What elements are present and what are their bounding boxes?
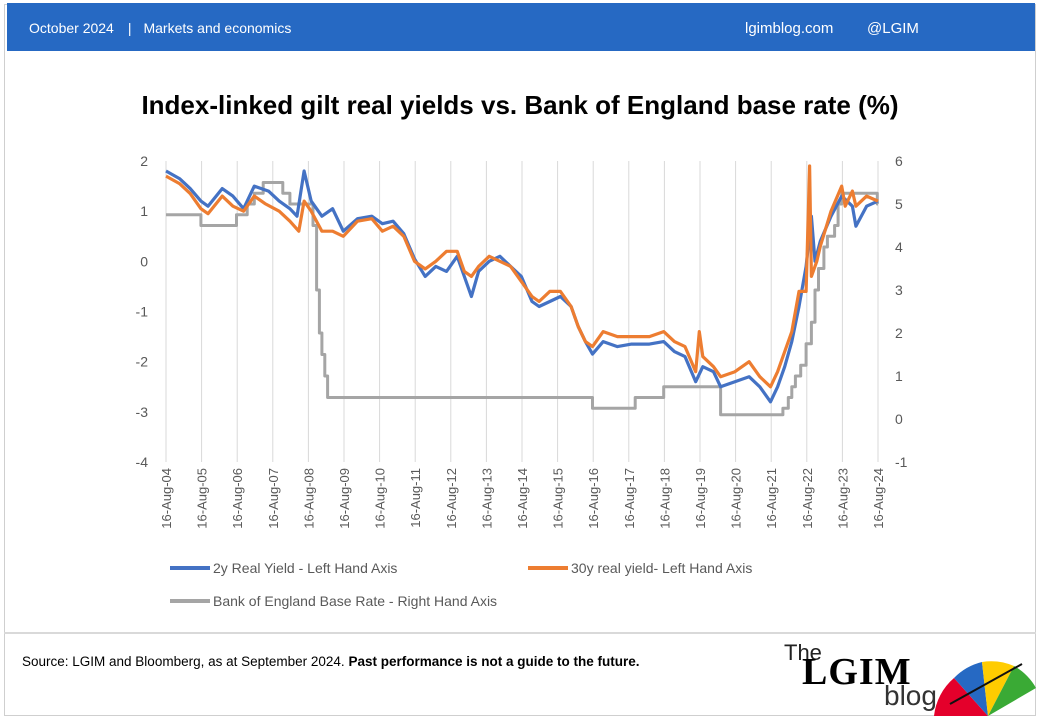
x-tick-label: 16-Aug-20 <box>729 468 744 529</box>
y-left-tick-label: 0 <box>140 253 148 269</box>
header-separator: | <box>127 20 132 36</box>
x-tick-label: 16-Aug-11 <box>408 468 423 528</box>
header-bar: October 2024 | Markets and economics lgimb… <box>7 3 1035 51</box>
logo-the: The <box>784 640 822 665</box>
y-right-tick-label: 4 <box>895 239 903 255</box>
disclaimer-text: Past performance is not a guide to the f… <box>348 654 640 669</box>
y-left-tick-label: -2 <box>136 354 149 370</box>
twitter-handle-link[interactable]: @LGIM <box>867 20 919 37</box>
chart-title: Index-linked gilt real yields vs. Bank o… <box>141 90 899 120</box>
x-tick-label: 16-Aug-21 <box>764 468 779 529</box>
legend-label: Bank of England Base Rate - Right Hand A… <box>213 593 497 609</box>
x-tick-label: 16-Aug-17 <box>622 468 637 529</box>
lgim-blog-logo[interactable]: The LGIM blog <box>780 636 1036 716</box>
y-right-tick-label: 3 <box>895 282 903 298</box>
x-tick-label: 16-Aug-22 <box>800 468 815 529</box>
x-tick-label: 16-Aug-19 <box>693 468 708 529</box>
y-left-tick-label: 1 <box>140 203 148 219</box>
y-left-tick-label: -3 <box>136 404 149 420</box>
series-line-3 <box>166 181 879 417</box>
x-tick-label: 16-Aug-15 <box>551 468 566 529</box>
x-tick-label: 16-Aug-06 <box>230 468 245 529</box>
series-line-1 <box>165 169 879 404</box>
x-tick-label: 16-Aug-09 <box>337 468 352 529</box>
legend-label: 30y real yield- Left Hand Axis <box>571 560 752 576</box>
x-tick-label: 16-Aug-18 <box>657 468 672 529</box>
y-right-tick-label: 1 <box>895 368 903 384</box>
x-tick-label: 16-Aug-04 <box>159 468 174 529</box>
x-tick-label: 16-Aug-05 <box>195 468 210 529</box>
footer-divider <box>4 632 1036 634</box>
y-left-tick-label: -1 <box>136 304 149 320</box>
y-right-tick-label: 6 <box>895 153 903 169</box>
y-right-tick-label: 0 <box>895 411 903 427</box>
x-tick-label: 16-Aug-10 <box>373 468 388 529</box>
y-right-tick-label: 5 <box>895 196 903 212</box>
source-note: Source: LGIM and Bloomberg, as at Septem… <box>22 654 640 669</box>
source-text: Source: LGIM and Bloomberg, as at Septem… <box>22 654 345 669</box>
header-date: October 2024 <box>29 20 114 36</box>
header-meta: October 2024 | Markets and economics <box>29 20 291 36</box>
header-category[interactable]: Markets and economics <box>143 20 292 36</box>
x-tick-label: 16-Aug-08 <box>301 468 316 529</box>
x-tick-label: 16-Aug-24 <box>871 468 886 529</box>
series-line-2 <box>165 164 879 389</box>
x-tick-label: 16-Aug-16 <box>586 468 601 529</box>
x-tick-label: 16-Aug-12 <box>444 468 459 529</box>
x-tick-label: 16-Aug-13 <box>479 468 494 529</box>
x-tick-label: 16-Aug-07 <box>266 468 281 529</box>
legend-label: 2y Real Yield - Left Hand Axis <box>213 560 397 576</box>
site-link[interactable]: lgimblog.com <box>745 20 834 37</box>
x-tick-label: 16-Aug-14 <box>515 468 530 529</box>
y-left-tick-label: 2 <box>140 153 148 169</box>
umbrella-icon <box>934 661 1036 716</box>
y-right-tick-label: -1 <box>895 454 908 470</box>
y-left-tick-label: -4 <box>136 454 149 470</box>
logo-lgim: LGIM <box>802 651 912 693</box>
logo-blog: blog <box>884 680 937 711</box>
y-right-tick-label: 2 <box>895 325 903 341</box>
x-tick-label: 16-Aug-23 <box>835 468 850 529</box>
chart: 16-Aug-04 16-Aug-05 16-Aug-06 16-Aug-07 16-A… <box>136 153 908 609</box>
